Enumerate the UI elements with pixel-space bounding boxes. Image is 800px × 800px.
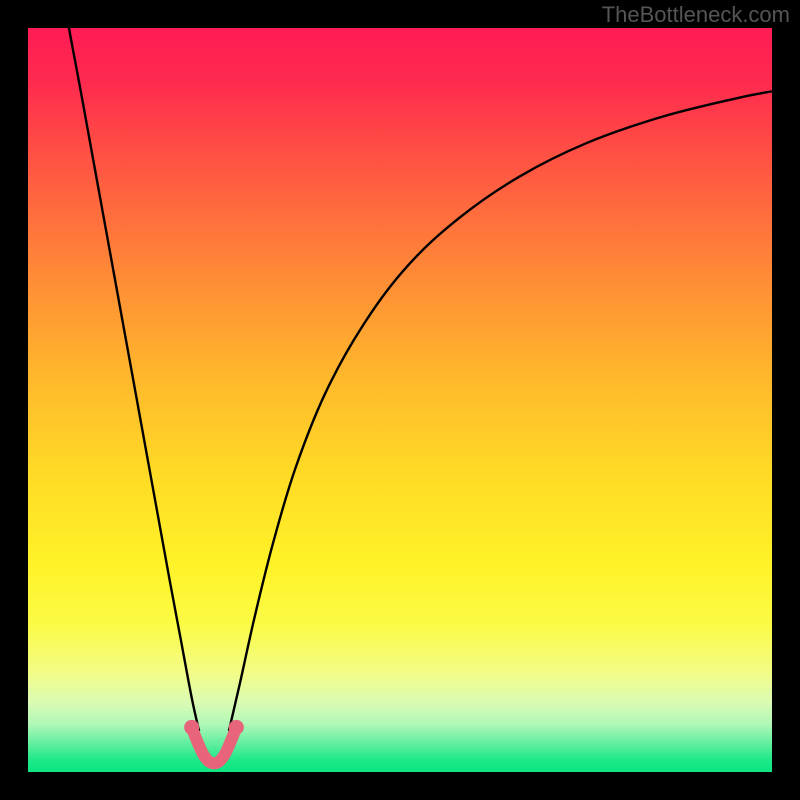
chart-container: { "watermark": { "text": "TheBottleneck.… [0,0,800,800]
bottleneck-chart [0,0,800,800]
highlight-dot [229,720,244,735]
highlight-dot [184,720,199,735]
watermark-text: TheBottleneck.com [602,2,790,28]
plot-background [28,28,772,772]
